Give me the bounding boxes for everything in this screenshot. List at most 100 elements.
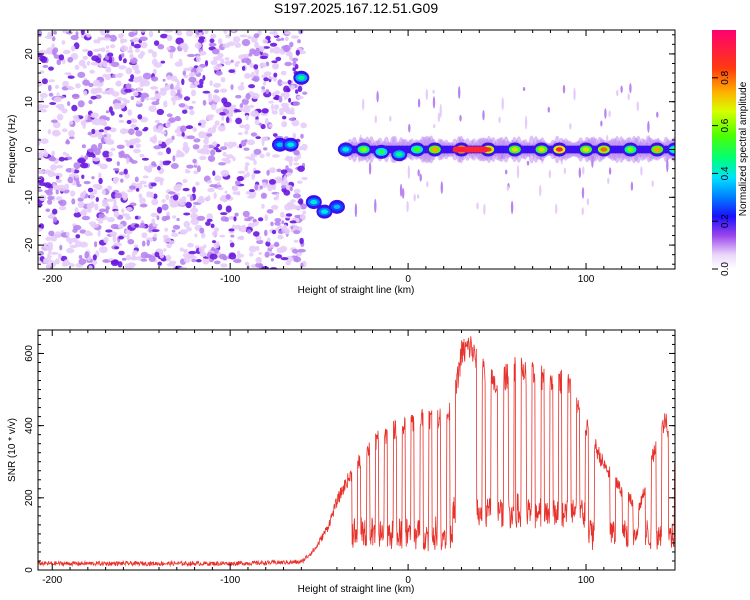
- noise-streak: [586, 198, 590, 206]
- noise-speckle: [66, 138, 70, 145]
- noise-speckle: [139, 197, 146, 204]
- noise-speckle: [79, 229, 87, 234]
- noise-speckle: [166, 262, 176, 267]
- noise-speckle: [66, 85, 74, 89]
- noise-speckle: [150, 191, 155, 199]
- noise-speckle: [223, 30, 228, 35]
- noise-speckle: [221, 115, 225, 121]
- noise-speckle: [175, 37, 184, 45]
- noise-speckle: [43, 260, 49, 264]
- noise-speckle: [125, 215, 132, 220]
- noise-speckle: [255, 257, 262, 264]
- noise-speckle: [172, 215, 177, 219]
- noise-speckle: [71, 180, 77, 186]
- noise-speckle: [183, 212, 191, 216]
- noise-speckle: [165, 194, 170, 201]
- noise-streak: [620, 85, 623, 94]
- noise-streak: [440, 181, 443, 194]
- noise-speckle: [264, 214, 269, 222]
- noise-speckle: [128, 128, 135, 135]
- noise-speckle: [195, 181, 200, 186]
- noise-speckle: [266, 169, 270, 176]
- noise-speckle: [232, 36, 241, 43]
- noise-speckle: [41, 245, 49, 251]
- noise-speckle: [140, 251, 149, 259]
- noise-speckle: [81, 144, 86, 149]
- noise-speckle: [284, 31, 291, 35]
- noise-speckle: [207, 187, 215, 193]
- noise-speckle: [255, 235, 262, 241]
- noise-speckle: [210, 103, 217, 111]
- noise-speckle: [140, 50, 145, 57]
- noise-speckle: [159, 89, 167, 96]
- noise-speckle: [274, 176, 283, 184]
- noise-speckle: [189, 109, 195, 116]
- noise-speckle: [230, 59, 234, 63]
- noise-speckle: [39, 194, 47, 202]
- noise-speckle: [259, 55, 268, 60]
- noise-speckle: [56, 164, 64, 169]
- noise-speckle: [115, 80, 122, 87]
- noise-speckle: [176, 217, 180, 222]
- noise-speckle: [196, 165, 201, 173]
- noise-speckle: [280, 211, 285, 218]
- noise-speckle: [262, 81, 267, 86]
- noise-speckle: [250, 110, 259, 118]
- y-tick-label: 200: [24, 489, 35, 506]
- noise-speckle: [249, 48, 256, 55]
- noise-speckle: [54, 231, 61, 239]
- noise-speckle: [239, 107, 243, 111]
- noise-speckle: [251, 92, 260, 100]
- noise-speckle: [244, 112, 250, 117]
- noise-speckle: [292, 101, 301, 106]
- noise-streak: [627, 93, 630, 101]
- noise-speckle: [64, 262, 72, 266]
- noise-speckle: [265, 152, 271, 157]
- noise-speckle: [215, 63, 223, 68]
- noise-speckle: [105, 229, 113, 233]
- noise-speckle: [122, 98, 127, 102]
- noise-speckle: [45, 236, 52, 241]
- noise-speckle: [293, 156, 299, 162]
- noise-speckle: [121, 213, 130, 217]
- noise-speckle: [157, 125, 164, 132]
- noise-speckle: [160, 60, 166, 64]
- band-blob-core: [627, 147, 635, 152]
- noise-speckle: [186, 169, 191, 174]
- noise-speckle: [164, 30, 173, 33]
- noise-speckle: [170, 83, 174, 90]
- noise-speckle: [272, 154, 280, 158]
- noise-streak: [578, 167, 581, 178]
- noise-speckle: [156, 108, 164, 116]
- noise-speckle: [255, 116, 259, 121]
- noise-speckle: [165, 138, 171, 146]
- noise-speckle: [253, 148, 262, 155]
- noise-speckle: [52, 121, 61, 129]
- noise-speckle: [174, 115, 181, 122]
- noise-speckle: [123, 168, 128, 175]
- noise-speckle: [74, 240, 82, 248]
- noise-speckle: [182, 109, 188, 114]
- noise-speckle: [191, 100, 196, 104]
- noise-speckle: [106, 30, 110, 33]
- band-blob-core: [310, 199, 318, 205]
- noise-speckle: [166, 75, 171, 81]
- noise-speckle: [181, 196, 187, 203]
- noise-speckle: [258, 251, 262, 256]
- noise-streak: [522, 87, 526, 91]
- noise-speckle: [208, 180, 212, 184]
- noise-speckle: [213, 82, 221, 88]
- noise-streak: [389, 115, 392, 122]
- noise-speckle: [183, 220, 191, 228]
- noise-streak: [437, 112, 441, 123]
- noise-speckle: [195, 259, 202, 263]
- noise-speckle: [118, 65, 127, 70]
- noise-speckle: [274, 221, 281, 226]
- noise-speckle: [259, 62, 267, 68]
- noise-speckle: [153, 40, 160, 46]
- noise-speckle: [92, 157, 101, 162]
- noise-speckle: [229, 242, 235, 248]
- noise-speckle: [286, 87, 291, 93]
- noise-speckle: [84, 251, 90, 258]
